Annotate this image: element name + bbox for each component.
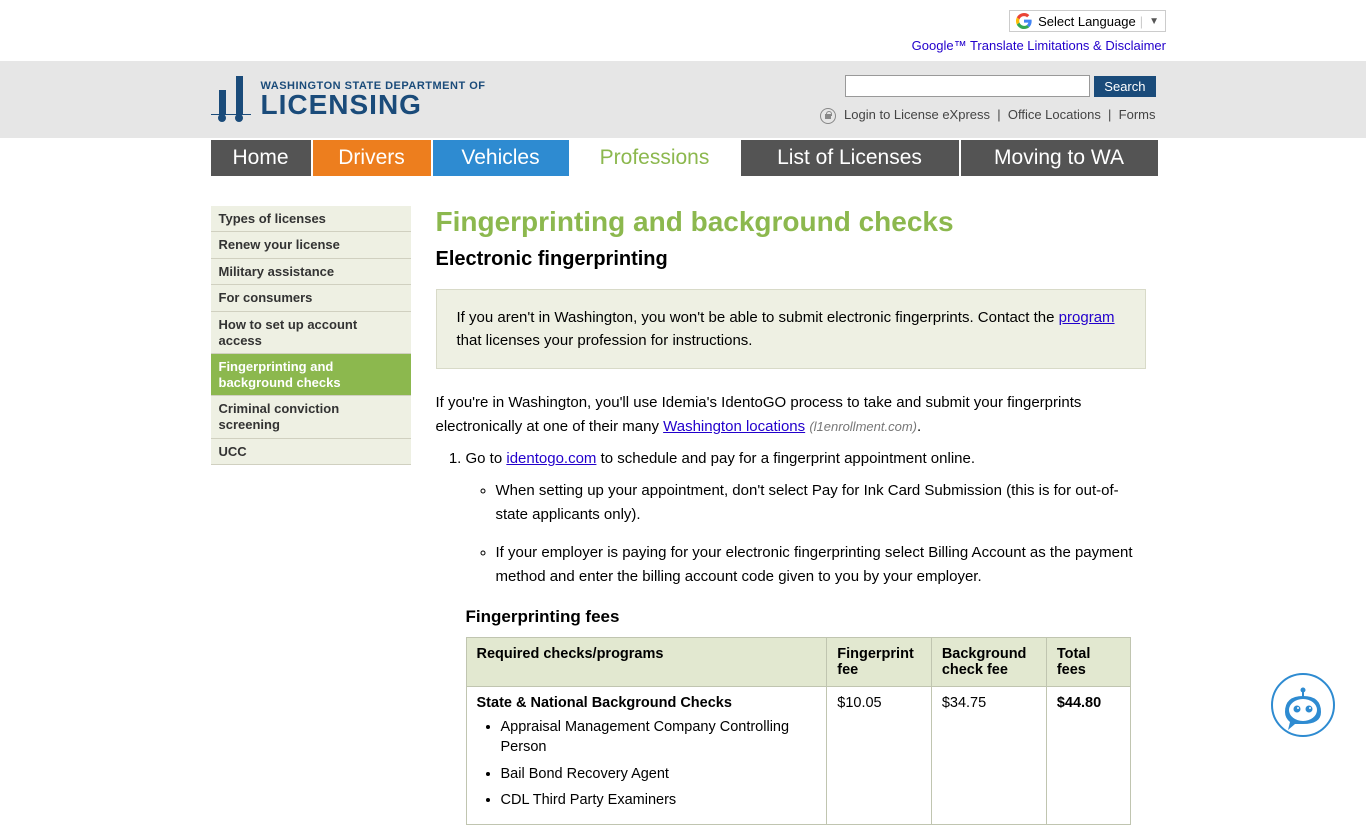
nav-professions[interactable]: Professions <box>571 140 739 176</box>
lock-icon <box>820 108 836 124</box>
cell-fingerprint-fee: $10.05 <box>827 687 932 825</box>
section-heading: Electronic fingerprinting <box>436 248 1146 271</box>
main-nav: Home Drivers Vehicles Professions List o… <box>211 140 1156 176</box>
nav-moving[interactable]: Moving to WA <box>961 140 1158 176</box>
program-item: CDL Third Party Examiners <box>501 790 817 810</box>
logo-icon <box>211 76 251 122</box>
fees-heading: Fingerprinting fees <box>466 607 1146 627</box>
intro-paragraph: If you're in Washington, you'll use Idem… <box>436 391 1146 439</box>
chevron-down-icon: ▼ <box>1149 16 1159 27</box>
program-item: Bail Bond Recovery Agent <box>501 764 817 784</box>
nav-drivers[interactable]: Drivers <box>313 140 431 176</box>
nav-home[interactable]: Home <box>211 140 311 176</box>
program-link[interactable]: program <box>1059 309 1115 326</box>
sidebar: Types of licenses Renew your license Mil… <box>211 206 411 825</box>
sidebar-item-military[interactable]: Military assistance <box>211 259 411 285</box>
logo[interactable]: WASHINGTON STATE DEPARTMENT OF LICENSING <box>211 76 486 122</box>
office-locations-link[interactable]: Office Locations <box>1008 107 1101 122</box>
search-form: Search <box>820 75 1155 97</box>
fees-table: Required checks/programs Fingerprint fee… <box>466 637 1131 825</box>
language-label: Select Language <box>1038 14 1136 29</box>
search-input[interactable] <box>845 75 1090 97</box>
step-item: Go to identogo.com to schedule and pay f… <box>466 447 1146 589</box>
th-fingerprint-fee: Fingerprint fee <box>827 638 932 687</box>
url-hint: (l1enrollment.com) <box>809 419 917 434</box>
th-total: Total fees <box>1046 638 1130 687</box>
cell-background-fee: $34.75 <box>931 687 1046 825</box>
main-content: Fingerprinting and background checks Ele… <box>436 206 1156 825</box>
sidebar-item-criminal[interactable]: Criminal conviction screening <box>211 396 411 437</box>
notice-box: If you aren't in Washington, you won't b… <box>436 289 1146 370</box>
sub-item: If your employer is paying for your elec… <box>496 541 1146 589</box>
sub-list: When setting up your appointment, don't … <box>496 479 1146 589</box>
header: WASHINGTON STATE DEPARTMENT OF LICENSING… <box>0 61 1366 138</box>
sub-item: When setting up your appointment, don't … <box>496 479 1146 527</box>
translate-disclaimer-link[interactable]: Google™ Translate Limitations & Disclaim… <box>0 38 1166 53</box>
identogo-link[interactable]: identogo.com <box>506 450 596 467</box>
nav-vehicles[interactable]: Vehicles <box>433 140 569 176</box>
login-link[interactable]: Login to License eXpress <box>844 107 990 122</box>
cell-total: $44.80 <box>1046 687 1130 825</box>
sidebar-item-types[interactable]: Types of licenses <box>211 206 411 232</box>
language-selector[interactable]: Select Language | ▼ <box>1009 10 1166 32</box>
washington-locations-link[interactable]: Washington locations <box>663 418 805 435</box>
logo-title: LICENSING <box>261 92 486 119</box>
utility-bar: Select Language | ▼ Google™ Translate Li… <box>0 0 1366 53</box>
sidebar-item-ucc[interactable]: UCC <box>211 439 411 465</box>
program-item: Appraisal Management Company Controlling… <box>501 717 817 758</box>
th-programs: Required checks/programs <box>466 638 827 687</box>
th-background-fee: Background check fee <box>931 638 1046 687</box>
sidebar-item-account[interactable]: How to set up account access <box>211 312 411 353</box>
chat-widget[interactable] <box>1270 672 1336 738</box>
sidebar-item-fingerprinting[interactable]: Fingerprinting and background checks <box>211 354 411 395</box>
utility-links: Login to License eXpress | Office Locati… <box>820 107 1155 124</box>
google-icon <box>1016 13 1032 29</box>
sidebar-item-consumers[interactable]: For consumers <box>211 285 411 311</box>
forms-link[interactable]: Forms <box>1119 107 1156 122</box>
page-title: Fingerprinting and background checks <box>436 206 1146 238</box>
nav-licenses[interactable]: List of Licenses <box>741 140 959 176</box>
search-button[interactable]: Search <box>1094 76 1155 97</box>
table-row: State & National Background Checks Appra… <box>466 687 1130 825</box>
steps-list: Go to identogo.com to schedule and pay f… <box>466 447 1146 589</box>
sidebar-item-renew[interactable]: Renew your license <box>211 232 411 258</box>
row-title: State & National Background Checks <box>477 695 732 711</box>
